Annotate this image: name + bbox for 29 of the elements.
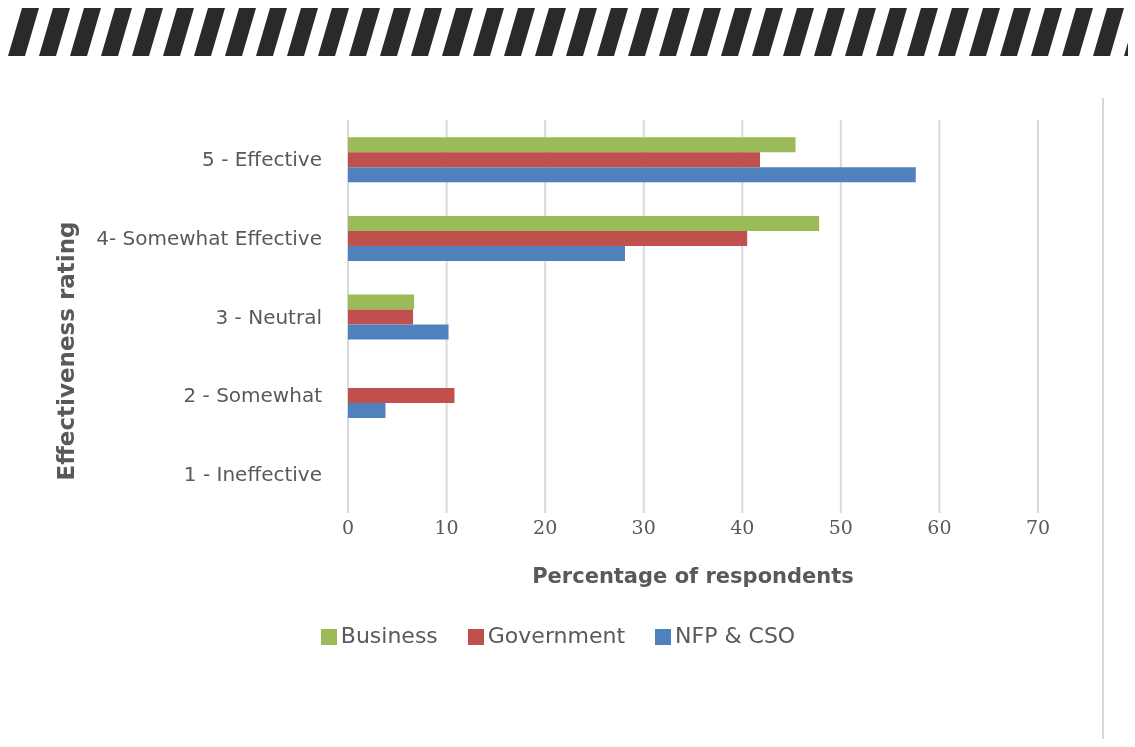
- x-tick-label: 50: [828, 516, 853, 539]
- bar: [348, 152, 761, 168]
- y-tick-label: 2 - Somewhat: [183, 383, 323, 408]
- bar: [348, 403, 386, 419]
- bar: [348, 230, 748, 246]
- x-tick-label: 30: [631, 516, 656, 539]
- y-tick-label: 5 - Effective: [202, 147, 322, 172]
- y-tick-label: 3 - Neutral: [215, 304, 322, 329]
- bar: [348, 309, 414, 325]
- bar: [348, 245, 625, 261]
- y-tick-label: 1 - Ineffective: [183, 461, 322, 486]
- x-tick-label: 40: [730, 516, 755, 539]
- x-tick-label: 0: [341, 516, 355, 539]
- x-tick-label: 70: [1025, 516, 1051, 539]
- legend-label: Government: [487, 623, 626, 648]
- x-tick-label: 60: [927, 516, 952, 539]
- y-axis-title: Effectiveness rating: [53, 221, 79, 481]
- bar: [348, 294, 415, 310]
- bar: [348, 167, 916, 183]
- x-tick-label: 20: [533, 516, 558, 539]
- x-axis-title: Percentage of respondents: [532, 564, 854, 588]
- bar: [348, 215, 820, 231]
- bar: [348, 137, 796, 153]
- bar: [348, 388, 455, 404]
- y-tick-label: 4- Somewhat Effective: [96, 226, 322, 250]
- bar: [348, 324, 449, 340]
- x-tick-label: 10: [434, 516, 459, 539]
- legend-label: Business: [340, 623, 438, 648]
- legend-label: NFP & CSO: [675, 623, 796, 648]
